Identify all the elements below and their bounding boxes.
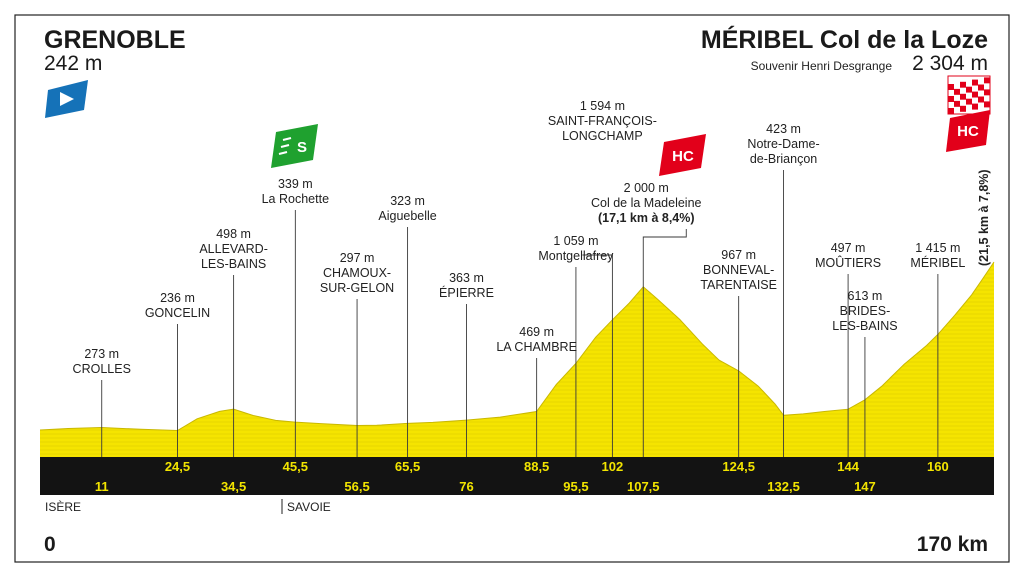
waypoint-name: ÉPIERRE	[439, 285, 494, 300]
waypoint-altitude: 2 000 m	[624, 181, 669, 195]
km-label: 147	[854, 479, 876, 494]
waypoint-name: MÉRIBEL	[910, 255, 965, 270]
waypoint-name: ALLEVARD-	[199, 242, 268, 256]
hc-finish-badge-label: HC	[957, 123, 979, 140]
waypoint-altitude: 236 m	[160, 291, 195, 305]
waypoint-name: CROLLES	[73, 362, 131, 376]
waypoint-label: 339 mLa Rochette	[262, 177, 329, 206]
waypoint-altitude: 497 m	[831, 241, 866, 255]
km-label: 34,5	[221, 479, 246, 494]
region-savoie: SAVOIE	[287, 500, 331, 514]
km-label: 65,5	[395, 459, 420, 474]
region-isere: ISÈRE	[45, 499, 81, 514]
waypoint-altitude: 323 m	[390, 194, 425, 208]
waypoint-name: LES-BAINS	[201, 257, 266, 271]
km-label: 132,5	[767, 479, 800, 494]
waypoint-name: SAINT-FRANÇOIS-	[548, 114, 657, 128]
finish-city: MÉRIBEL Col de la Loze	[701, 25, 988, 54]
km-label: 45,5	[283, 459, 308, 474]
waypoint-leader	[582, 254, 613, 457]
finish-souvenir: Souvenir Henri Desgrange	[751, 59, 893, 73]
waypoint-name: LES-BAINS	[832, 319, 897, 333]
waypoint-name: de-Briançon	[750, 152, 817, 166]
km-label: 88,5	[524, 459, 549, 474]
waypoint-name: La Rochette	[262, 192, 329, 206]
waypoint-name: CHAMOUX-	[323, 266, 391, 280]
waypoint-altitude: 498 m	[216, 227, 251, 241]
start-flag-icon	[45, 80, 88, 118]
km-band	[40, 457, 994, 495]
waypoint-name: Notre-Dame-	[747, 137, 819, 151]
km-label: 95,5	[563, 479, 588, 494]
waypoint-name: SUR-GELON	[320, 281, 394, 295]
final-climb-note: (21,5 km à 7,8%)	[977, 169, 991, 266]
hc-madeleine-badge-icon: HC	[659, 134, 706, 176]
waypoint-altitude: 339 m	[278, 177, 313, 191]
waypoint-altitude: 469 m	[519, 325, 554, 339]
waypoint-altitude: 273 m	[84, 347, 119, 361]
waypoint-name: TARENTAISE	[700, 278, 777, 292]
waypoint-altitude: 363 m	[449, 271, 484, 285]
waypoint-altitude: 967 m	[721, 248, 756, 262]
axis-start-label: 0	[44, 533, 56, 556]
waypoint-altitude: 1 594 m	[580, 99, 625, 113]
km-label: 24,5	[165, 459, 190, 474]
waypoint-name: MOÛTIERS	[815, 255, 881, 270]
waypoint-leader	[642, 229, 687, 457]
finish-flag-icon	[947, 75, 991, 115]
sprint-badge-label: S	[297, 139, 307, 156]
waypoint-label: 469 mLA CHAMBRE	[496, 325, 577, 354]
waypoint-altitude: 423 m	[766, 122, 801, 136]
km-label: 124,5	[722, 459, 755, 474]
waypoint-leaders	[101, 170, 939, 457]
waypoint-name: LONGCHAMP	[562, 129, 643, 143]
finish-altitude: 2 304 m	[912, 52, 988, 75]
hc-finish-badge-icon: HC	[946, 110, 990, 152]
km-labels: 11 24,5 34,5 45,5 56,5 65,5 76 88,5 95,5 102107,5…	[95, 459, 949, 494]
km-label: 144	[837, 459, 859, 474]
waypoint-altitude: 613 m	[848, 289, 883, 303]
start-city: GRENOBLE	[44, 26, 186, 54]
km-label: 160	[927, 459, 949, 474]
waypoint-name: Aiguebelle	[378, 209, 436, 223]
km-label: 11	[95, 479, 109, 494]
axis-end-label: 170 km	[917, 533, 988, 556]
hc-madeleine-badge-label: HC	[672, 148, 694, 165]
km-label: 76	[459, 479, 473, 494]
waypoint-name: BONNEVAL-	[703, 263, 774, 277]
waypoint-altitude: 297 m	[340, 251, 375, 265]
km-label: 102	[602, 459, 624, 474]
waypoint-name: Montgellafrey	[538, 249, 614, 263]
sprint-badge-icon: S	[271, 124, 318, 168]
waypoint-name: BRIDES-	[840, 304, 891, 318]
chart-frame	[14, 14, 1010, 563]
waypoint-altitude: 1 415 m	[915, 241, 960, 255]
waypoint-name: Col de la Madeleine	[591, 196, 702, 210]
start-altitude: 242 m	[44, 52, 102, 75]
waypoint-name: GONCELIN	[145, 306, 210, 320]
profile-fill	[40, 262, 994, 457]
waypoint-altitude: 1 059 m	[553, 234, 598, 248]
km-label: 107,5	[627, 479, 660, 494]
waypoint-name: LA CHAMBRE	[496, 340, 577, 354]
km-label: 56,5	[344, 479, 369, 494]
waypoint-detail: (17,1 km à 8,4%)	[598, 211, 695, 225]
